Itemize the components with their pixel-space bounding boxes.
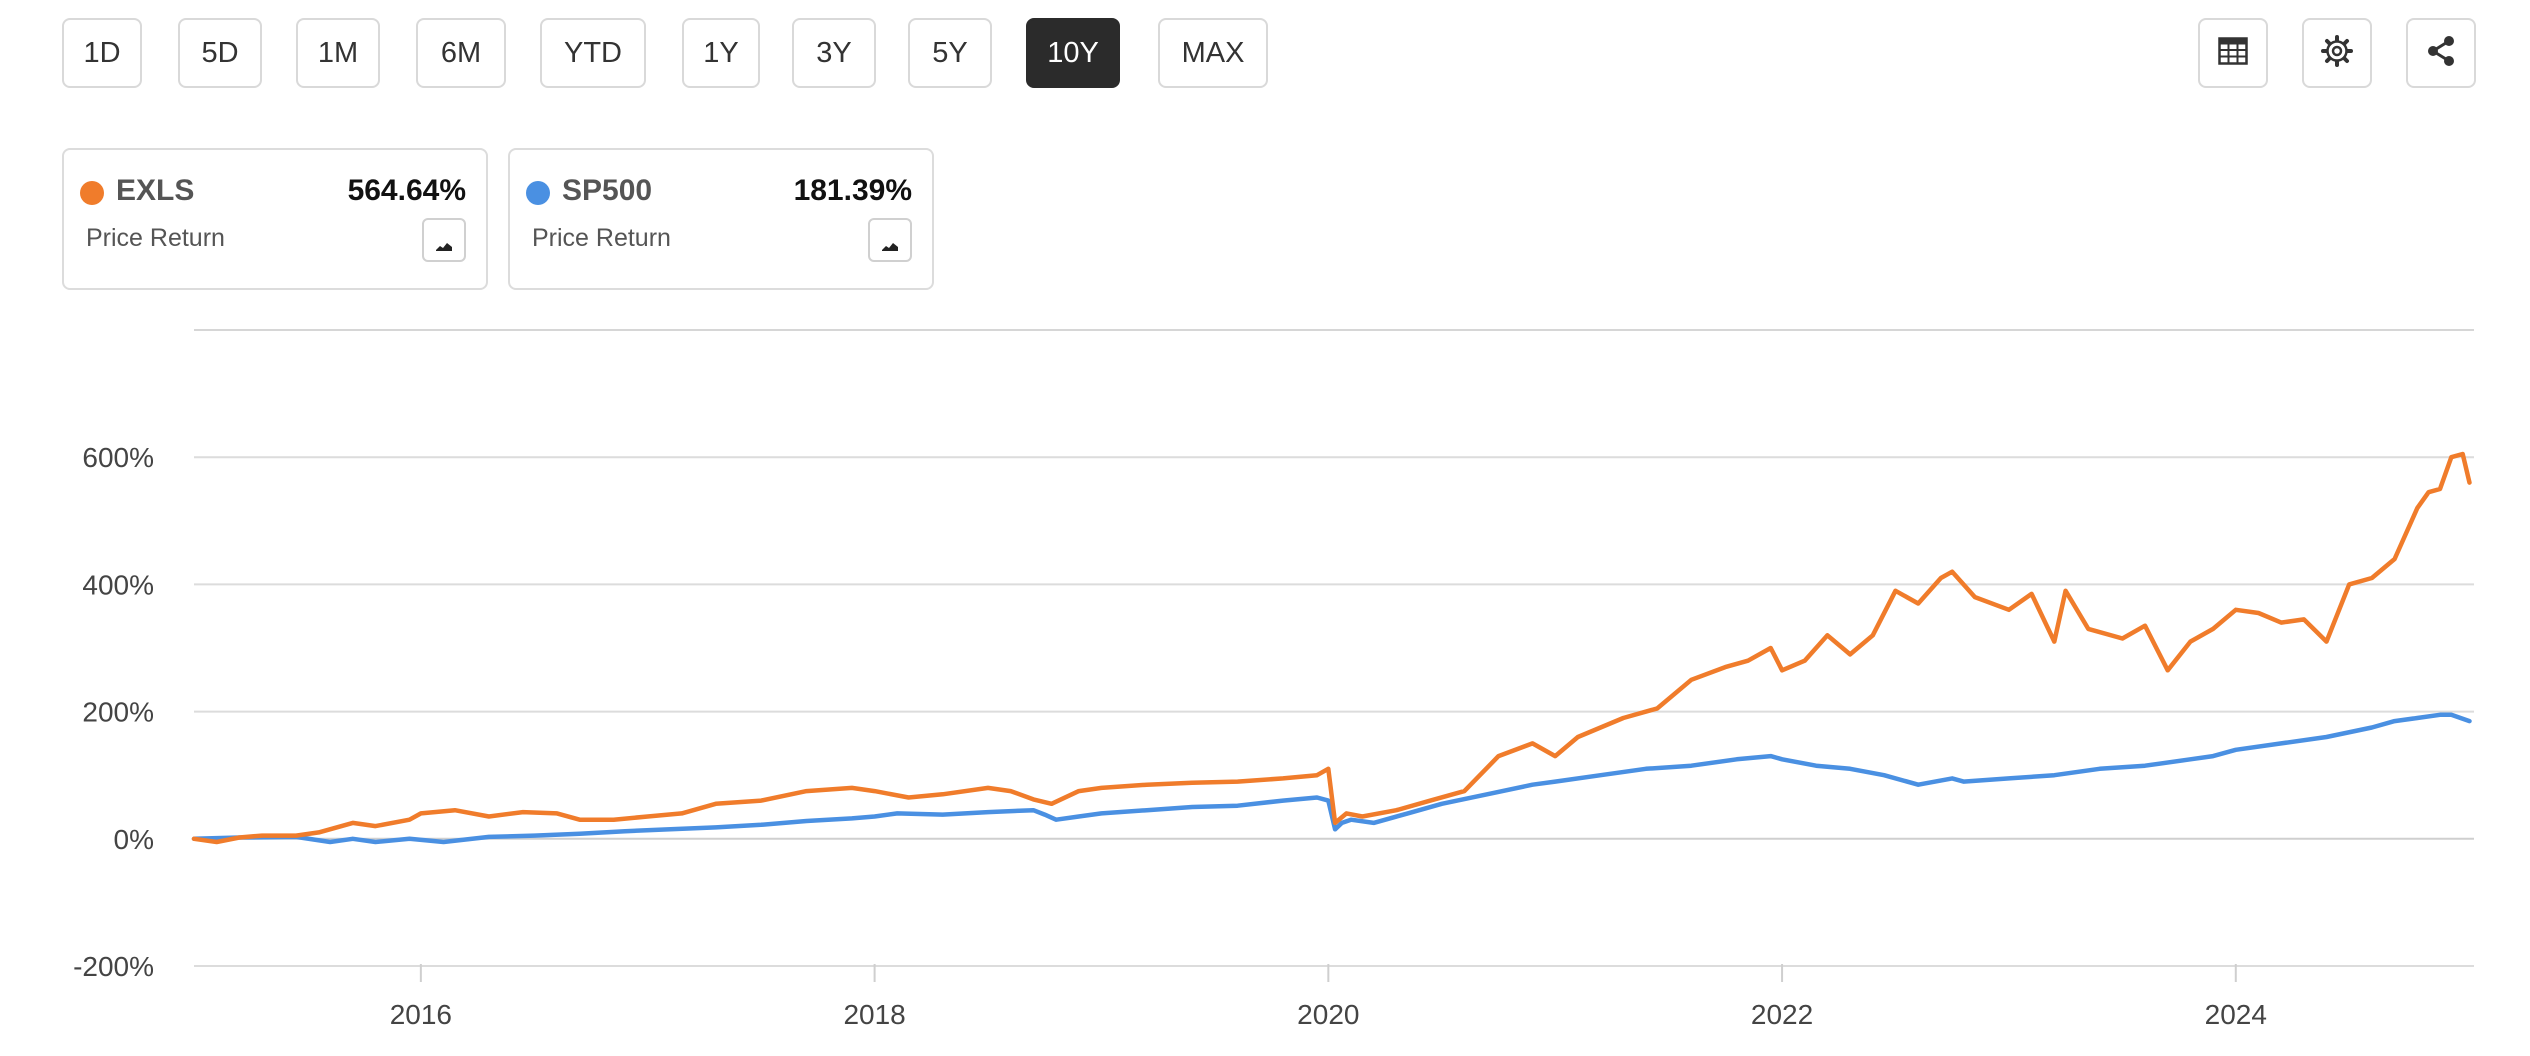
y-tick-label: 400%	[82, 569, 154, 600]
range-button-5y[interactable]: 5Y	[908, 18, 992, 88]
series-line-exls	[191, 451, 2472, 845]
table-view-button[interactable]	[2198, 18, 2268, 88]
x-tick-label: 2020	[1297, 999, 1359, 1030]
legend-return-value: 181.39%	[793, 174, 912, 207]
settings-button[interactable]	[2302, 18, 2372, 88]
y-tick-label: -200%	[73, 951, 154, 982]
range-button-1y[interactable]: 1Y	[682, 18, 760, 88]
x-tick-label: 2016	[390, 999, 452, 1030]
range-button-10y[interactable]: 10Y	[1026, 18, 1120, 88]
x-tick-label: 2018	[843, 999, 905, 1030]
y-tick-label: 0%	[114, 824, 154, 855]
area-chart-icon	[424, 243, 464, 264]
legend-symbol: EXLS	[116, 174, 195, 207]
line-chart: 600% 400% 200% 0% -200% 2016 2018 2020 2022 2024	[73, 329, 2474, 1030]
legend-card-exls[interactable]: EXLS 564.64% Price Return	[62, 148, 488, 290]
gear-icon	[2320, 34, 2354, 73]
range-toolbar: 1D 5D 1M 6M YTD 1Y 3Y 5Y 10Y MAX	[62, 18, 2482, 90]
range-button-1m[interactable]: 1M	[296, 18, 380, 88]
series-color-dot	[526, 181, 550, 205]
range-button-1d[interactable]: 1D	[62, 18, 142, 88]
area-chart-icon	[870, 243, 910, 264]
legend-symbol: SP500	[562, 174, 653, 207]
legend-subtitle: Price Return	[532, 224, 671, 252]
legend-subtitle: Price Return	[86, 224, 225, 252]
share-button[interactable]	[2406, 18, 2476, 88]
range-button-max[interactable]: MAX	[1158, 18, 1268, 88]
y-tick-label: 600%	[82, 442, 154, 473]
range-button-5d[interactable]: 5D	[178, 18, 262, 88]
x-tick-label: 2024	[2205, 999, 2267, 1030]
x-tick-label: 2022	[1751, 999, 1813, 1030]
range-button-3y[interactable]: 3Y	[792, 18, 876, 88]
table-icon	[2218, 36, 2248, 70]
chart-type-toggle-button[interactable]	[422, 218, 466, 262]
legend-card-sp500[interactable]: SP500 181.39% Price Return	[508, 148, 934, 290]
y-tick-label: 200%	[82, 697, 154, 728]
legend-return-value: 564.64%	[347, 174, 466, 207]
share-icon	[2424, 34, 2458, 73]
series-color-dot	[80, 181, 104, 205]
chart-type-toggle-button[interactable]	[868, 218, 912, 262]
series-line-sp500	[191, 712, 2472, 845]
range-button-6m[interactable]: 6M	[416, 18, 506, 88]
range-button-ytd[interactable]: YTD	[540, 18, 646, 88]
